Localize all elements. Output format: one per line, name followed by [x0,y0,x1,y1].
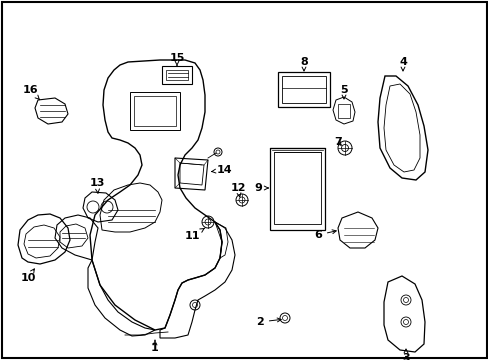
Bar [130,92,180,130]
Text: 2: 2 [256,317,281,327]
Text: 16: 16 [22,85,40,100]
Text: 3: 3 [401,349,409,360]
Text: 8: 8 [300,57,307,71]
Text: 5: 5 [340,85,347,99]
Text: 7: 7 [333,137,341,147]
Bar [269,148,325,230]
Bar [278,72,329,107]
Text: 15: 15 [169,53,184,66]
Bar [134,96,176,126]
Bar [337,104,349,118]
Text: 4: 4 [398,57,406,71]
Bar [282,76,325,103]
Text: 13: 13 [89,178,104,194]
Bar [165,70,187,80]
Text: 10: 10 [20,269,36,283]
Text: 11: 11 [184,228,204,241]
Text: 14: 14 [211,165,232,175]
Bar [273,152,320,224]
Text: 12: 12 [230,183,245,197]
Bar [162,66,192,84]
Text: 9: 9 [254,183,267,193]
Text: 1: 1 [151,340,159,353]
Text: 6: 6 [313,230,336,240]
